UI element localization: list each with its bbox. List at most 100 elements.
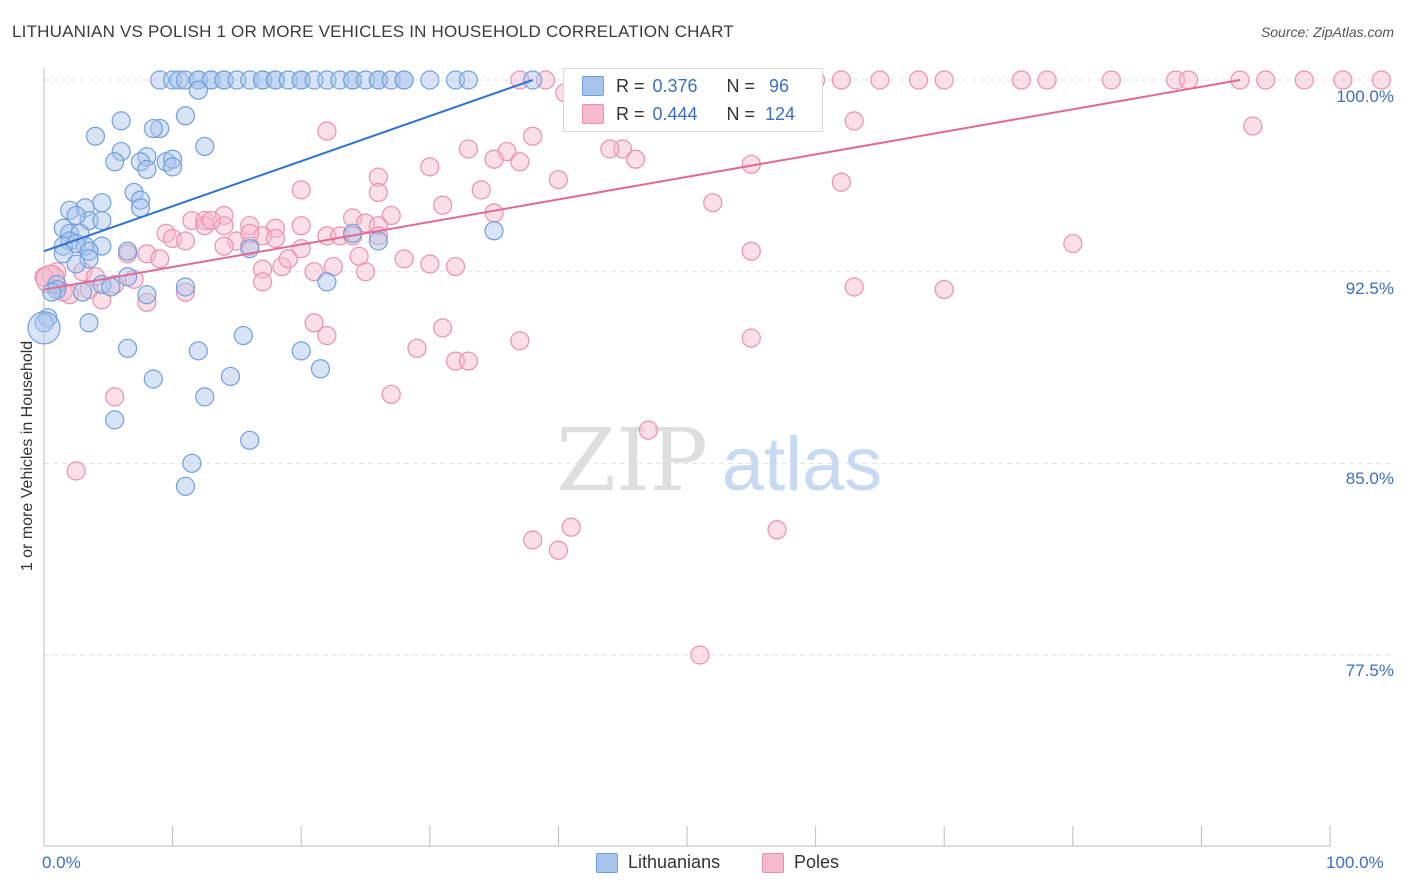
poles-point: [368, 167, 388, 187]
lithuanians-point: [105, 410, 125, 430]
lithuanians-point: [240, 430, 260, 450]
legend-row-poles: R = 0.444 N = 124: [582, 102, 795, 126]
poles-point: [523, 530, 543, 550]
poles-point: [272, 256, 292, 277]
y-tick-label-92-5: 92.5%: [1345, 279, 1394, 298]
poles-point: [1333, 70, 1353, 90]
poles-point: [908, 70, 929, 90]
poles-point: [394, 249, 414, 269]
poles-point: [66, 461, 86, 481]
lithuanians-point: [117, 241, 138, 261]
lithuanians-point: [79, 313, 99, 333]
watermark-zip: ZIP: [556, 411, 708, 511]
legend-r-value: 0.444: [652, 103, 698, 124]
lithuanians-point: [27, 311, 61, 345]
legend-swatch-pink: [582, 104, 604, 124]
legend-n-value: 96: [769, 75, 790, 96]
poles-point: [600, 139, 620, 159]
poles-point: [934, 279, 954, 300]
lithuanians-point: [343, 223, 363, 243]
poles-point: [741, 328, 761, 348]
poles-point: [240, 216, 260, 236]
lithuanians-point: [188, 341, 208, 361]
lithuanians-point: [420, 70, 440, 90]
poles-point: [1294, 70, 1314, 90]
poles-point: [433, 195, 453, 215]
poles-point: [407, 338, 427, 358]
poles-point: [831, 172, 851, 192]
poles-point: [265, 228, 286, 249]
poles-point: [291, 216, 311, 236]
legend-n-label: N =: [726, 103, 756, 124]
legend-r-label: R =: [616, 75, 645, 96]
lithuanians-point: [101, 277, 121, 297]
lithuanians-point: [117, 338, 138, 358]
lithuanians-point: [130, 198, 151, 218]
poles-point: [317, 325, 337, 346]
lithuanians-point: [310, 359, 331, 379]
lithuanians-point: [233, 325, 253, 346]
poles-point: [195, 210, 215, 231]
lithuanians-point: [72, 282, 93, 302]
poles-point: [548, 540, 569, 560]
poles-point: [458, 139, 478, 159]
lithuanians-point: [92, 236, 112, 256]
poles-point: [278, 249, 298, 269]
bottom-legend-lithuanians: Lithuanians: [596, 852, 720, 873]
poles-point: [137, 292, 157, 312]
poles-point: [317, 121, 337, 141]
poles-point: [214, 236, 234, 256]
lithuanians-point: [317, 272, 337, 292]
bottom-legend-swatch-pink: [762, 852, 784, 873]
lithuanians-point: [105, 152, 125, 172]
poles-point: [445, 256, 466, 277]
poles-point: [368, 182, 388, 203]
poles-point: [638, 420, 659, 440]
lithuanians-point: [66, 205, 86, 226]
x-tick-label-min: 0.0%: [42, 853, 81, 872]
lithuanians-point: [394, 70, 414, 90]
poles-point: [1101, 70, 1121, 90]
legend-row-lithuanians: R = 0.376 N = 96: [582, 74, 789, 98]
lithuanians-point: [291, 341, 311, 361]
poles-point: [844, 111, 864, 131]
lithuanians-point: [150, 118, 170, 139]
watermark: ZIP atlas: [556, 411, 882, 511]
lithuanians-point: [66, 254, 86, 274]
poles-point: [844, 277, 864, 297]
lithuanians-point: [60, 200, 80, 220]
legend-n-label: N =: [726, 75, 756, 96]
lithuanians-point: [143, 118, 163, 139]
poles-points: [34, 70, 1392, 665]
bottom-legend-poles: Poles: [762, 852, 839, 873]
poles-point: [561, 517, 581, 537]
lithuanians-point: [79, 241, 99, 261]
bottom-legend-swatch-blue: [596, 852, 618, 873]
lithuanians-point: [169, 70, 189, 90]
lithuanians-point: [163, 149, 183, 169]
lithuanians-point: [458, 70, 478, 90]
chart-title: LITHUANIAN VS POLISH 1 OR MORE VEHICLES …: [12, 22, 734, 41]
poles-point: [1371, 70, 1392, 90]
poles-point: [433, 318, 453, 338]
lithuanians-point: [182, 453, 202, 473]
lithuanians-point: [195, 136, 215, 157]
lithuanians-point: [143, 369, 163, 389]
poles-point: [381, 205, 401, 226]
lithuanians-point: [111, 141, 131, 162]
poles-point: [201, 210, 221, 231]
poles-point: [195, 216, 215, 236]
poles-point: [767, 520, 787, 540]
watermark-atlas: atlas: [722, 422, 883, 507]
poles-point: [548, 170, 569, 190]
legend-n-value: 124: [765, 103, 796, 124]
lithuanians-points: [27, 70, 543, 496]
poles-point: [934, 70, 954, 90]
x-tick-label-max: 100.0%: [1326, 853, 1384, 872]
poles-point: [1243, 116, 1263, 136]
poles-point: [355, 262, 376, 282]
poles-point: [510, 331, 530, 351]
lithuanians-point: [484, 221, 504, 241]
poles-point: [471, 180, 491, 200]
